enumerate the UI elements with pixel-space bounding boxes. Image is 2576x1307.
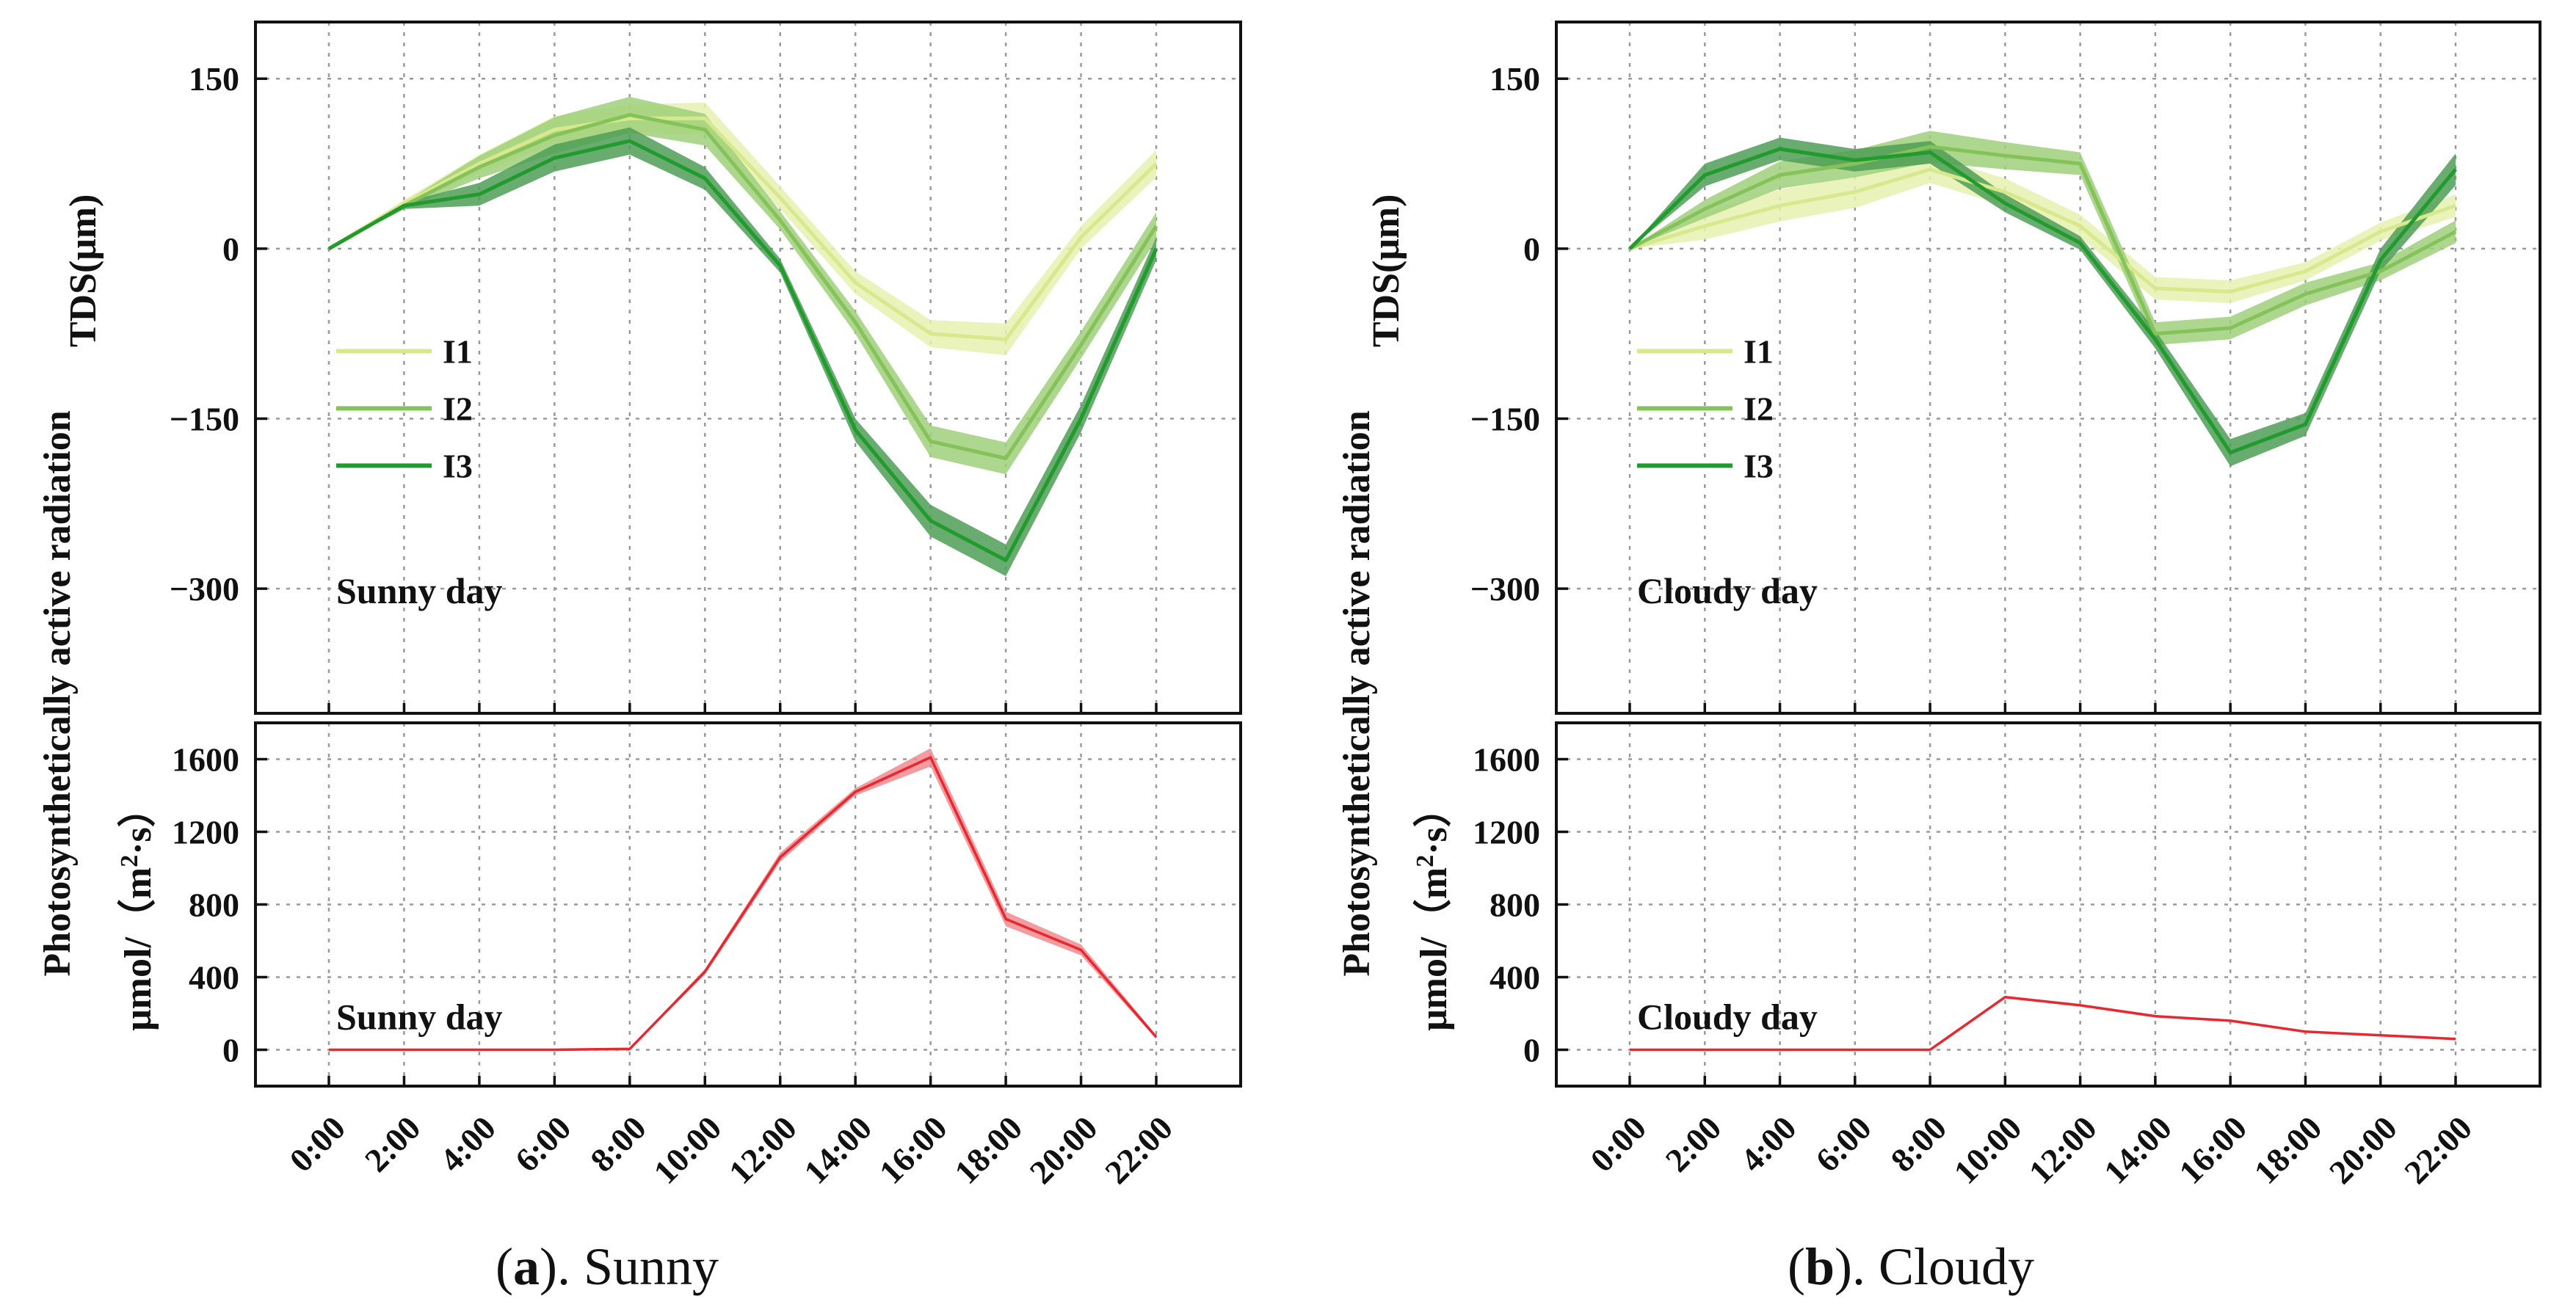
panel-a-legend-label-i1: I1	[443, 332, 473, 370]
panel-a-tds-line-i1	[327, 116, 1158, 341]
panel-b-tds-ytick-label: −300	[1470, 570, 1540, 608]
panel-b-legend-label-i1: I1	[1744, 332, 1774, 370]
panel-a-tds-note: Sunny day	[336, 570, 503, 611]
panel-a-left-axis-title-line2: μmol/（m2·s）	[116, 789, 159, 1031]
panel-b-left-axis-title-line1: Photosynthetically active radiation	[1336, 410, 1378, 976]
panel-a-tds-band-i3	[329, 127, 1156, 577]
panel-b-xtick-label: 6:00	[1808, 1109, 1879, 1179]
panel-b-par-ytick-label: 400	[1490, 959, 1540, 997]
panel-a-xtick-label: 6:00	[508, 1109, 578, 1179]
panel-a-tds-frame	[254, 21, 1242, 715]
panel-a-xtick-label: 0:00	[282, 1109, 352, 1179]
panel-a-par-ytick-label: 1600	[172, 741, 239, 779]
panel-b-xtick-label: 22:00	[2397, 1109, 2479, 1191]
panel-b-par-ytick-label: 800	[1490, 886, 1540, 924]
panel-b-par-ytick-label: 1200	[1473, 814, 1540, 851]
panel-b-tds-note: Cloudy day	[1637, 570, 1818, 611]
panel-b-tds-ylabel: TDS(μm)	[1365, 194, 1407, 348]
panel-b-tds-band-i1	[1630, 156, 2456, 303]
panel-a-xtick-label: 16:00	[872, 1109, 954, 1191]
panel-b-xtick-label: 8:00	[1883, 1109, 1953, 1179]
panel-b-tds-ytick-label: −150	[1470, 400, 1540, 437]
panel-a-par-note: Sunny day	[336, 997, 503, 1038]
caption-b: (b). Cloudy	[1788, 1237, 2034, 1296]
panel-a-par-ytick-label: 0	[222, 1032, 239, 1069]
panel-b-xtick-label: 14:00	[2097, 1109, 2179, 1191]
panel-a-tds-ylabel: TDS(μm)	[62, 194, 104, 348]
panel-b-tds-frame	[1555, 21, 2541, 715]
panel-a-tds-line-i3	[327, 139, 1158, 562]
panel-b-tds-line-i3	[1628, 147, 2457, 455]
panel-b-xtick-label: 18:00	[2247, 1109, 2329, 1191]
panel-a-tds-ytick-label: 0	[222, 230, 239, 268]
panel-a-tds-ytick-label: 150	[189, 60, 239, 98]
panel-b-xtick-label: 10:00	[1946, 1109, 2028, 1191]
panel-a-par-ytick-label: 400	[189, 959, 239, 997]
panel-b-par-line-par	[1630, 995, 2456, 1052]
panel-b-par-frame	[1555, 721, 2541, 1088]
caption-a: (a). Sunny	[496, 1237, 719, 1296]
panel-b-tds-line-i1	[1629, 167, 2456, 294]
panel-b-xtick-label: 2:00	[1658, 1109, 1729, 1179]
panel-b-par-ytick-label: 1600	[1473, 741, 1540, 779]
panel-a-tds-band-i1	[329, 102, 1156, 355]
panel-a-tds-ytick-label: −300	[170, 570, 239, 608]
panel-a-par-line-par	[329, 756, 1158, 1052]
panel-b-tds-ytick-label: 0	[1523, 230, 1540, 268]
panel-a-xtick-label: 4:00	[432, 1109, 503, 1179]
panel-b-tds-ytick-label: 150	[1490, 60, 1540, 98]
panel-a-xtick-label: 12:00	[722, 1109, 804, 1191]
panel-b-xtick-label: 16:00	[2172, 1109, 2254, 1191]
panel-b-legend-label-i2: I2	[1744, 390, 1774, 427]
panel-a-xtick-label: 10:00	[646, 1109, 728, 1191]
panel-a-xtick-label: 22:00	[1097, 1109, 1180, 1191]
panel-b-cloudy: 150 0 −150 −300 Cloudy day 1600 1200 800 400 0 Clo…	[1365, 21, 2541, 1191]
panel-a-tds-line-i2	[327, 113, 1158, 460]
panel-b-par-ytick-label: 0	[1523, 1032, 1540, 1069]
panel-b-legend-label-i3: I3	[1744, 447, 1774, 484]
panel-a-xtick-label: 2:00	[358, 1109, 428, 1179]
panel-a-left-axis-title-line1: Photosynthetically active radiation	[37, 410, 79, 976]
panel-a-legend-label-i3: I3	[443, 447, 473, 484]
panel-b-xtick-label: 4:00	[1733, 1109, 1804, 1179]
panel-a-sunny: 150 0 −150 −300 Sunny day 1600 1200 800 400 0 Sunn…	[62, 21, 1242, 1191]
panel-a-xtick-label: 20:00	[1023, 1109, 1105, 1191]
panel-b-tds-line-i2	[1628, 145, 2457, 336]
panel-b-tds-band-i3	[1630, 137, 2456, 467]
panel-b-left-axis-title-line2: μmol/（m2·s）	[1412, 789, 1455, 1031]
panel-a-par-ytick-label: 1200	[172, 814, 239, 851]
panel-a-xtick-label: 18:00	[947, 1109, 1029, 1191]
panel-a-legend-label-i2: I2	[443, 390, 473, 427]
panel-b-xtick-label: 0:00	[1583, 1109, 1653, 1179]
panel-b-xtick-label: 20:00	[2322, 1109, 2404, 1191]
panel-b-xtick-label: 12:00	[2022, 1109, 2104, 1191]
panel-a-par-ytick-label: 800	[189, 886, 239, 924]
panel-a-par-frame	[254, 721, 1242, 1088]
panel-a-xtick-label: 14:00	[797, 1109, 879, 1191]
panel-a-xtick-label: 8:00	[583, 1109, 653, 1179]
panel-a-tds-ytick-label: −150	[170, 400, 239, 437]
panel-b-par-note: Cloudy day	[1637, 997, 1818, 1038]
